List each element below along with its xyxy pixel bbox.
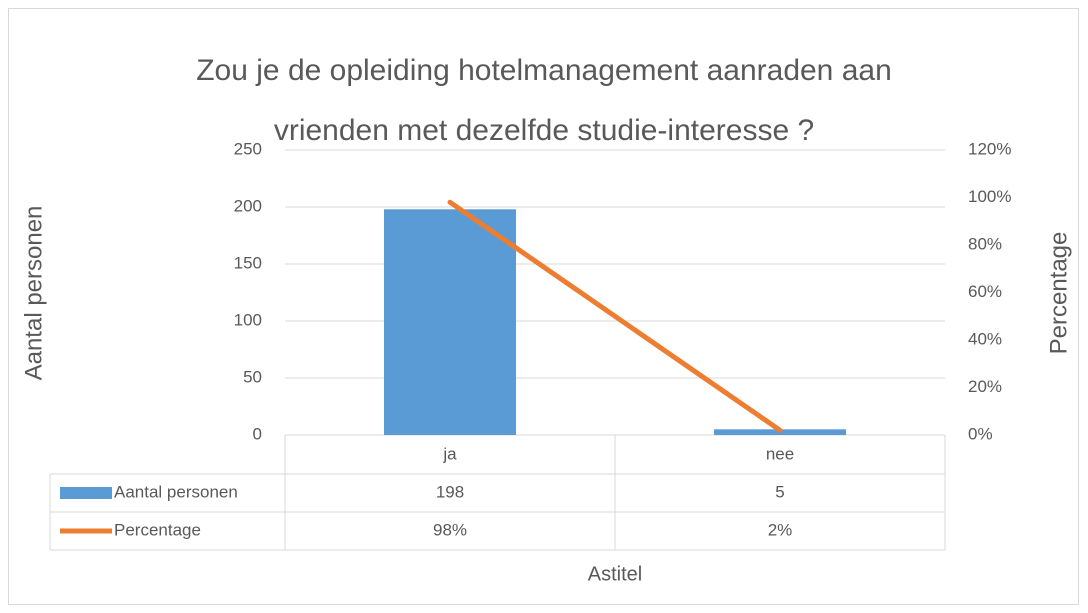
y-tick-label: 50 [243, 367, 262, 386]
chart-title: vrienden met dezelfde studie-interesse ? [274, 114, 814, 147]
y2-tick-label: 80% [968, 234, 1002, 253]
y2-tick-label: 0% [968, 424, 993, 443]
y2-tick-label: 20% [968, 377, 1002, 396]
legend-swatch [60, 487, 112, 499]
legend-label: Percentage [114, 520, 201, 539]
y-tick-label: 250 [234, 139, 262, 158]
y2-tick-label: 60% [968, 282, 1002, 301]
table-value: 98% [433, 520, 467, 539]
x-tick-label: ja [442, 444, 457, 463]
table-value: 2% [768, 520, 793, 539]
y2-tick-label: 40% [968, 329, 1002, 348]
chart-title: Zou je de opleiding hotelmanagement aanr… [196, 54, 892, 87]
y-tick-label: 0 [253, 424, 262, 443]
y2-tick-label: 120% [968, 139, 1011, 158]
table-value: 5 [775, 482, 784, 501]
y-tick-label: 150 [234, 253, 262, 272]
legend-label: Aantal personen [114, 482, 238, 501]
y-axis-title: Aantal personen [20, 206, 47, 381]
y-tick-label: 200 [234, 196, 262, 215]
table-value: 198 [436, 482, 464, 501]
x-tick-label: nee [766, 444, 794, 463]
bar [384, 209, 516, 435]
y2-tick-label: 100% [968, 187, 1011, 206]
y-tick-label: 100 [234, 310, 262, 329]
x-axis-title: Astitel [588, 563, 642, 585]
chart-area [8, 8, 1079, 605]
y2-axis-title: Percentage [1045, 232, 1072, 355]
line [447, 199, 783, 433]
